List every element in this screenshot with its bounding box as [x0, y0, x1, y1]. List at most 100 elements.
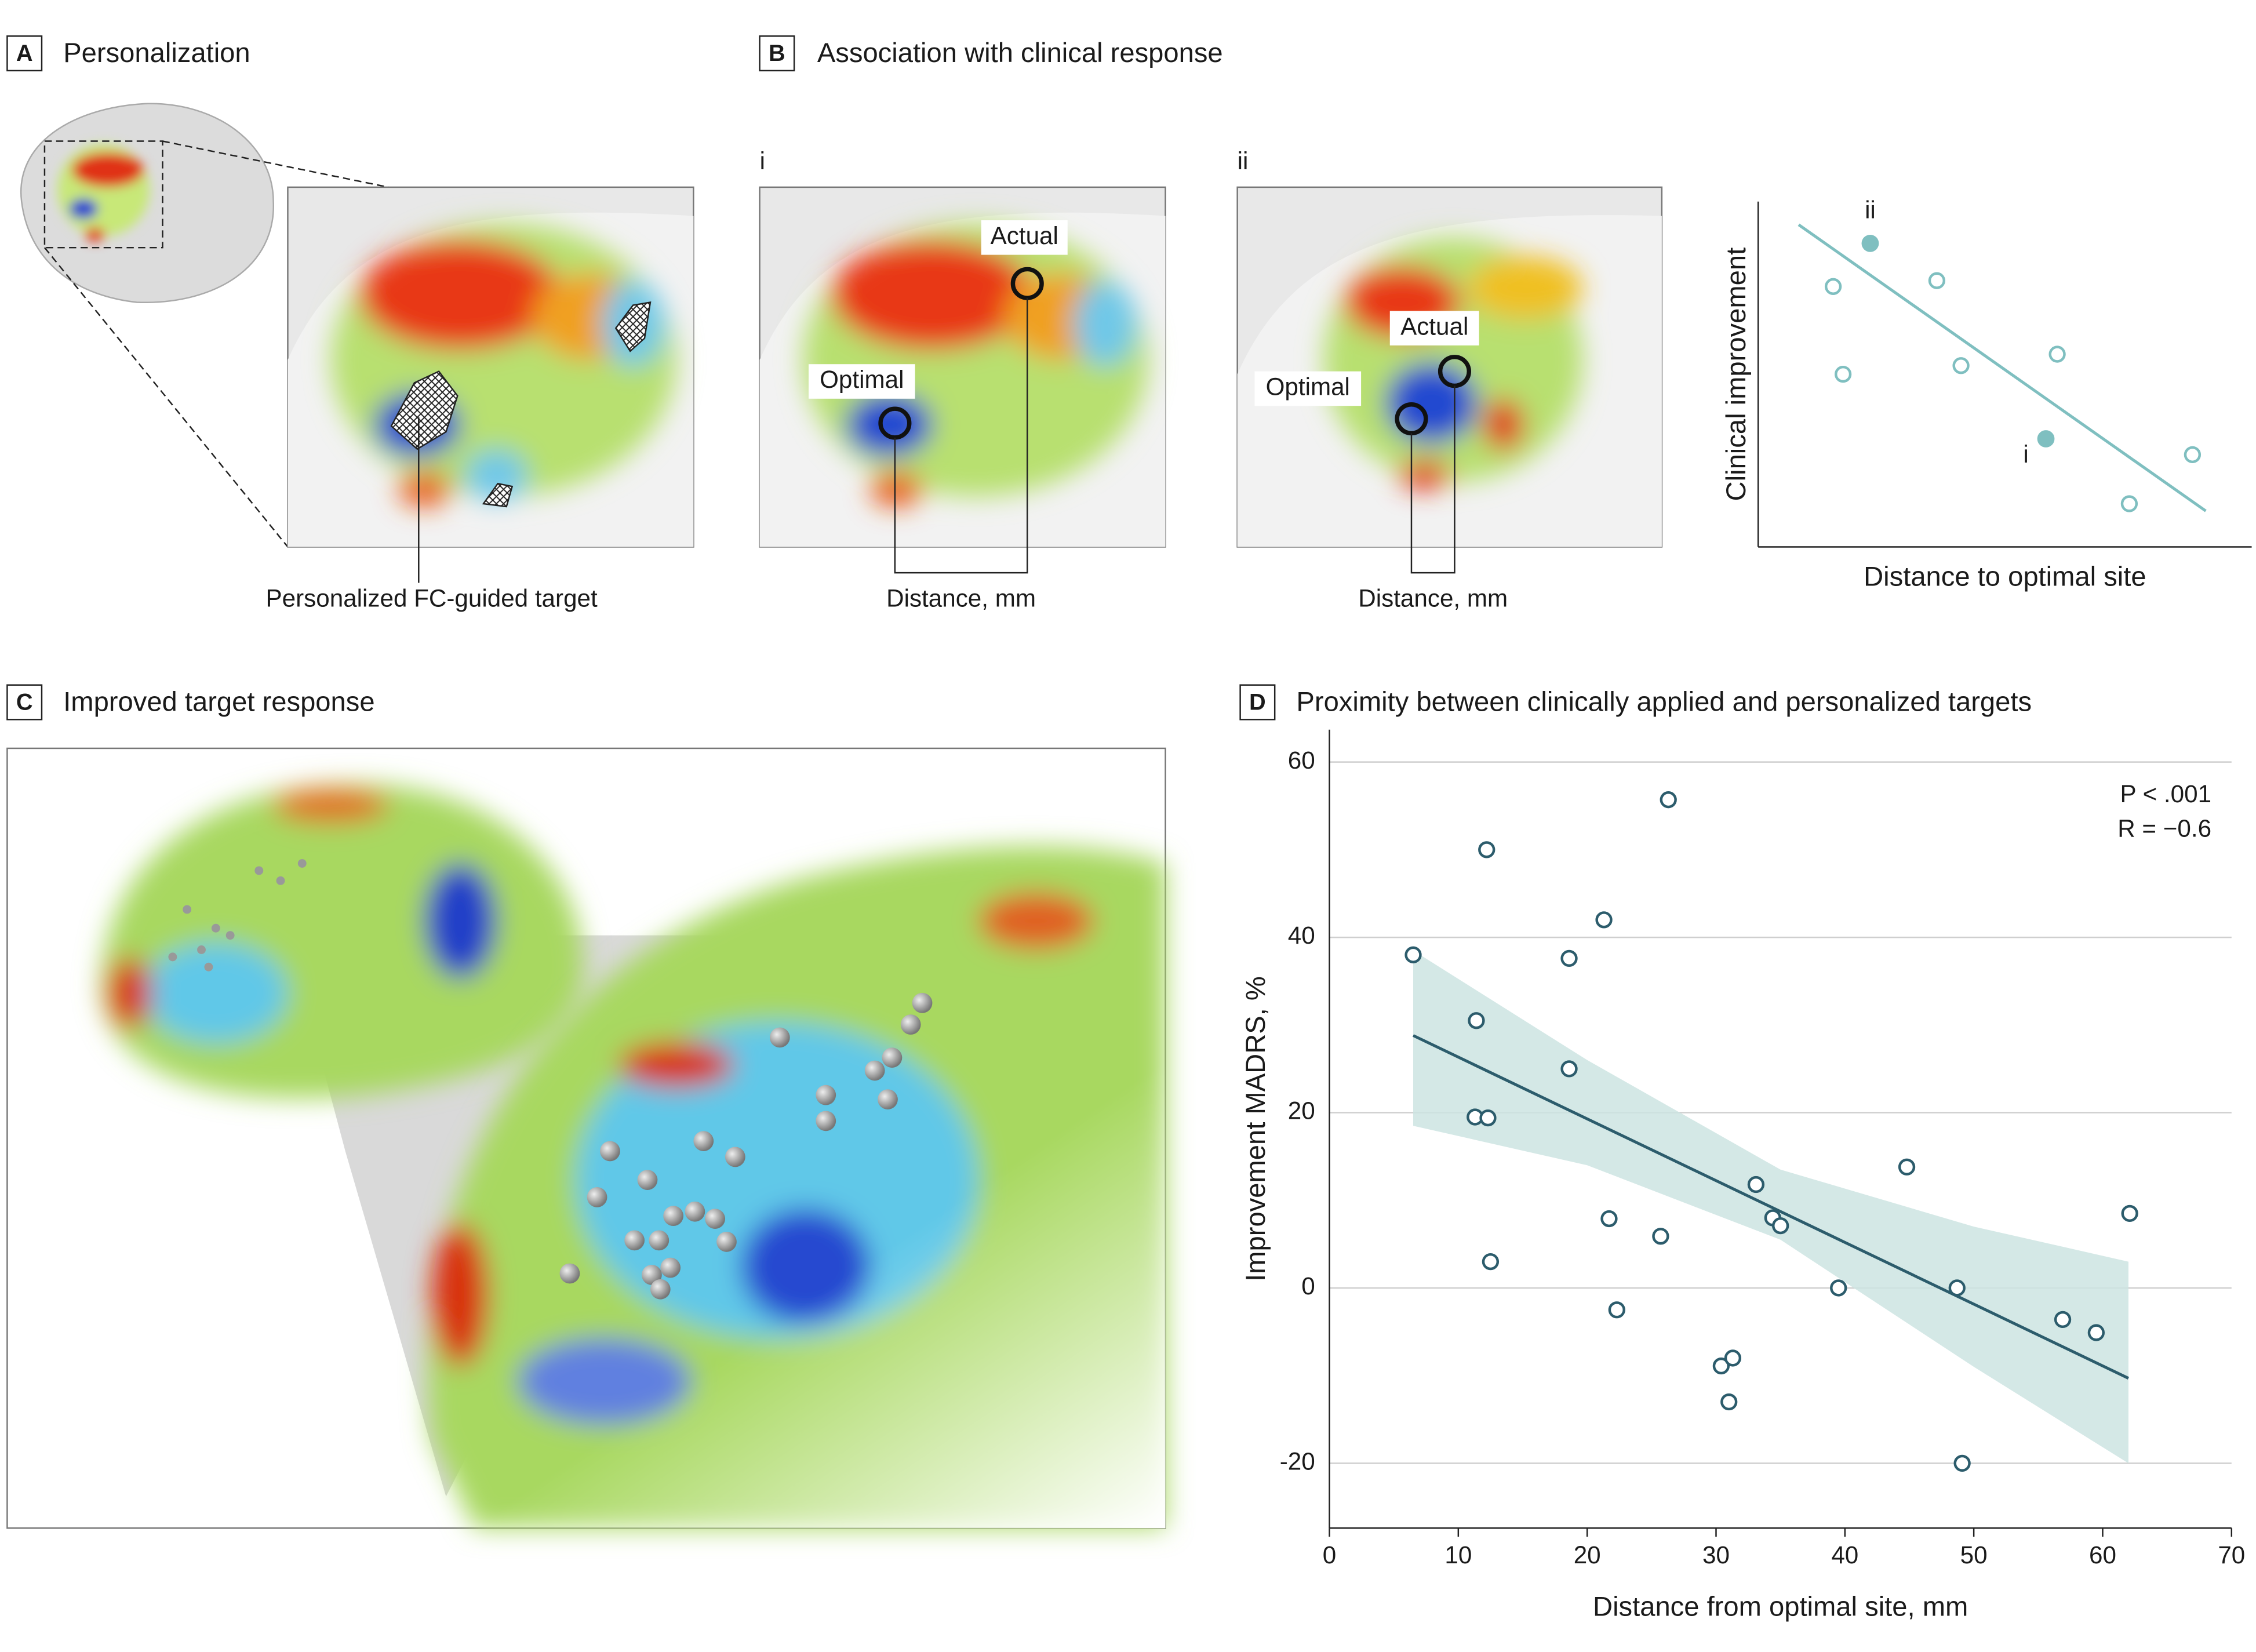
data-point	[1595, 911, 1613, 929]
letter-box	[6, 684, 43, 721]
optimal-label: Optimal	[1266, 373, 1350, 401]
data-point	[1600, 1210, 1618, 1228]
letter-box	[1239, 684, 1276, 721]
point-label: ii	[1865, 196, 1876, 223]
sub-label: i	[760, 147, 765, 174]
x-axis-label: Distance from optimal site, mm	[1593, 1591, 1968, 1622]
sub-label: ii	[1238, 147, 1249, 174]
distance-bracket	[894, 298, 1028, 574]
zoom-line	[162, 140, 389, 188]
data-point	[2087, 1324, 2105, 1341]
data-point	[1824, 278, 1842, 295]
label-box	[981, 220, 1068, 255]
label-box	[1389, 311, 1479, 345]
data-point	[1482, 1253, 1500, 1271]
label-box	[808, 364, 915, 399]
y-axis-label: Improvement MADRS, %	[1240, 976, 1271, 1282]
panel-letter: A	[16, 41, 33, 66]
optimal-label: Optimal	[820, 366, 904, 393]
x-tick-label: 10	[1444, 1541, 1472, 1569]
annotation: P < .001	[2120, 780, 2211, 807]
x-tick-label: 0	[1323, 1541, 1336, 1569]
data-point	[2184, 446, 2202, 464]
data-point	[1404, 946, 1422, 963]
data-point	[1478, 841, 1495, 858]
panel-d-header: D Proximity between clinically applied a…	[1239, 684, 2032, 721]
data-point	[1720, 1393, 1738, 1411]
data-point	[1608, 1301, 1625, 1319]
panel-title: Proximity between clinically applied and…	[1296, 686, 2032, 716]
panel-c-image	[6, 747, 1166, 1529]
data-point	[1898, 1158, 1916, 1176]
data-point	[1468, 1012, 1485, 1029]
data-point	[2054, 1311, 2072, 1329]
data-point	[1834, 365, 1852, 383]
data-point	[1660, 791, 1677, 809]
brain-map	[57, 144, 150, 242]
data-point	[1712, 1357, 1730, 1375]
data-point	[2120, 495, 2138, 512]
y-tick-label: 0	[1301, 1272, 1315, 1300]
panel-a-header: A Personalization	[6, 35, 250, 72]
panel-letter: C	[16, 690, 33, 715]
x-tick-label: 30	[1702, 1541, 1730, 1569]
data-point	[1772, 1217, 1789, 1235]
x-tick-label: 70	[2218, 1541, 2245, 1569]
distance-bracket	[1410, 385, 1456, 574]
x-tick-label: 50	[1960, 1541, 1988, 1569]
letter-box	[6, 35, 43, 72]
data-point	[1479, 1109, 1497, 1127]
x-tick-label: 40	[1831, 1541, 1858, 1569]
panel-letter: B	[769, 41, 785, 66]
target-region	[614, 301, 652, 352]
highlight-point	[2037, 430, 2055, 447]
zoom-line	[43, 247, 289, 548]
data-point	[1724, 1349, 1742, 1367]
data-point	[1928, 272, 1946, 289]
panel-title: Association with clinical response	[817, 37, 1223, 68]
trend-line	[1797, 223, 2207, 512]
stimulation-sites	[168, 859, 933, 1300]
data-point	[1652, 1228, 1669, 1245]
target-region	[390, 370, 459, 450]
x-axis-label: Distance to optimal site	[1864, 561, 2146, 592]
actual-label: Actual	[991, 222, 1058, 249]
trend-line	[1412, 1034, 2130, 1380]
panel-title: Improved target response	[63, 686, 374, 716]
x-tick-label: 60	[2089, 1541, 2116, 1569]
panel-c-header: C Improved target response	[6, 684, 375, 721]
data-point	[1953, 1454, 1971, 1472]
data-point	[1952, 357, 1970, 374]
y-tick-label: 20	[1288, 1097, 1315, 1125]
data-point	[1560, 949, 1578, 967]
y-tick-label: 40	[1288, 922, 1315, 949]
fade	[7, 748, 1166, 1529]
highlight-point	[1861, 234, 1879, 252]
distance-label: Distance, mm	[886, 584, 1036, 612]
panel-title: Personalization	[63, 37, 250, 68]
x-tick-label: 20	[1574, 1541, 1601, 1569]
panel-a-brain: Personalized FC-guided target	[20, 103, 694, 612]
y-tick-label: -20	[1280, 1448, 1315, 1475]
actual-label: Actual	[1400, 312, 1468, 340]
panel-b-ii: ii Actual Optimal Distance, mm	[1236, 147, 1663, 612]
zoom-box	[43, 140, 163, 249]
label-box	[1254, 371, 1362, 406]
panel-b-i: i Actual Optimal Distance, mm	[759, 147, 1166, 612]
distance-label: Distance, mm	[1358, 584, 1508, 612]
data-point	[2048, 345, 2066, 363]
panel-letter: D	[1249, 690, 1266, 715]
data-point	[1747, 1176, 1765, 1193]
data-point	[2121, 1205, 2138, 1222]
letter-box	[759, 35, 795, 72]
data-point	[1948, 1279, 1966, 1297]
y-axis-label: Clinical improvement	[1720, 248, 1751, 501]
data-point	[1560, 1060, 1578, 1078]
target-label: Personalized FC-guided target	[266, 584, 598, 612]
y-tick-label: 60	[1288, 747, 1315, 774]
annotation: R = −0.6	[2117, 815, 2211, 842]
point-label: i	[2023, 441, 2028, 468]
data-point	[1830, 1279, 1847, 1297]
